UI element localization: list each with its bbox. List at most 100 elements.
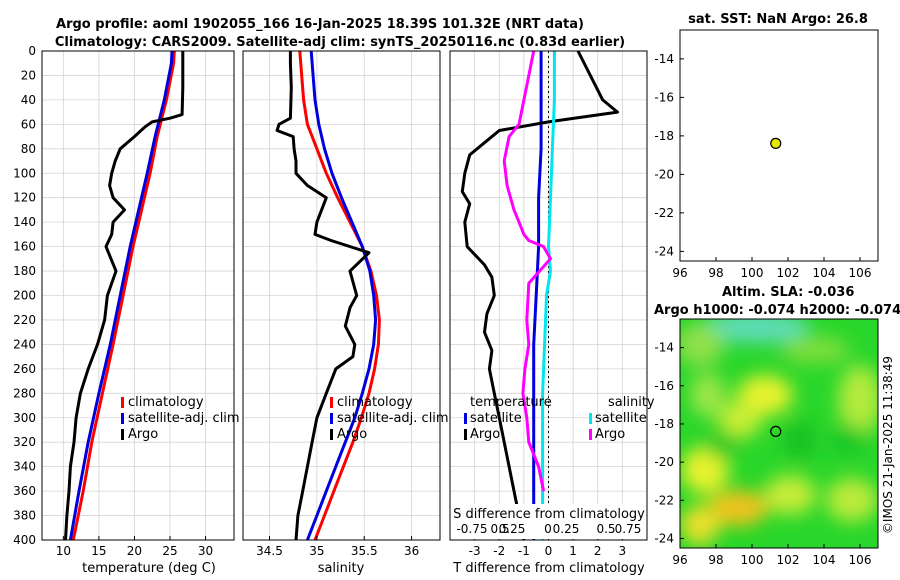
legend-label-t-argo: Argo bbox=[470, 427, 500, 442]
legend-label-climatology: climatology bbox=[128, 395, 204, 410]
map-x-tick-label: 102 bbox=[777, 266, 800, 280]
legend-label-satellite: satellite-adj. clim bbox=[128, 411, 240, 426]
y-tick-label: 100 bbox=[13, 166, 36, 180]
s-tick-label: 0.75 bbox=[615, 522, 642, 536]
temperature-grid bbox=[42, 50, 234, 541]
argo-position-marker bbox=[770, 425, 782, 438]
x-tick-label: 25 bbox=[162, 544, 177, 558]
y-tick-label: 280 bbox=[13, 386, 36, 400]
legend-label-s-satellite: satellite bbox=[595, 411, 647, 426]
x-tick-label: 0 bbox=[545, 544, 553, 558]
difference-legend: temperature salinity satellite Argo sate… bbox=[464, 395, 655, 442]
sla-map-title: Altim. SLA: -0.036 bbox=[722, 285, 854, 300]
salinity-lines bbox=[275, 50, 381, 541]
temperature-axes-box bbox=[41, 50, 235, 541]
map-x-tick-label: 96 bbox=[672, 266, 687, 280]
x-tick-label: 30 bbox=[198, 544, 213, 558]
difference-panel: -3 -2 -1 0 1 2 3 T difference from climatology… bbox=[449, 50, 655, 576]
x-tick-label: 35 bbox=[309, 544, 324, 558]
map-y-tick-label: -20 bbox=[654, 455, 674, 469]
legend-label-climatology: climatology bbox=[337, 395, 413, 410]
series-line-t-argo bbox=[460, 50, 619, 541]
map-x-tick-label: 100 bbox=[741, 266, 764, 280]
s-tick-label: 0.5 bbox=[596, 522, 615, 536]
series-line-satellite-adj-clim bbox=[68, 50, 174, 541]
legend-label-satellite: satellite-adj. clim bbox=[337, 411, 449, 426]
legend-swatch-s-satellite bbox=[589, 413, 592, 424]
salinity-xlabel: salinity bbox=[318, 561, 365, 576]
temperature-legend: climatology satellite-adj. clim Argo bbox=[121, 395, 240, 442]
y-tick-label: 120 bbox=[13, 191, 36, 205]
sst-map-ticks: 96 98 100 102 104 106 -14 -16 -18 -20 -22 -24 bbox=[654, 52, 871, 280]
map-y-tick-label: -22 bbox=[654, 206, 674, 220]
legend-swatch-climatology bbox=[121, 397, 124, 408]
sst-map-marks bbox=[770, 137, 782, 149]
difference-grid bbox=[450, 50, 647, 541]
difference-ticks: -3 -2 -1 0 1 2 3 bbox=[469, 536, 627, 558]
map-y-tick-label: -18 bbox=[654, 417, 674, 431]
series-line-t-satellite bbox=[532, 51, 543, 540]
salinity-axes-box bbox=[242, 50, 441, 541]
x-tick-label: 3 bbox=[619, 544, 627, 558]
y-tick-label: 60 bbox=[21, 117, 36, 131]
map-y-tick-label: -18 bbox=[654, 129, 674, 143]
x-tick-label: 36 bbox=[404, 544, 419, 558]
map-y-tick-label: -16 bbox=[654, 379, 674, 393]
y-tick-label: 260 bbox=[13, 362, 36, 376]
salinity-legend: climatology satellite-adj. clim Argo bbox=[330, 395, 449, 442]
y-tick-label: 160 bbox=[13, 240, 36, 254]
legend-swatch-satellite bbox=[121, 413, 124, 424]
s-tick-label: -0.75 bbox=[456, 522, 487, 536]
series-line-satellite-adj-clim bbox=[306, 50, 378, 541]
legend-label-argo: Argo bbox=[337, 427, 367, 442]
map-y-tick-label: -14 bbox=[654, 52, 674, 66]
map-y-tick-label: -24 bbox=[654, 531, 674, 545]
sla-map-axes-box bbox=[679, 318, 879, 549]
series-line-s-argo bbox=[502, 50, 552, 492]
map-x-tick-label: 98 bbox=[708, 553, 723, 567]
y-tick-label: 180 bbox=[13, 264, 36, 278]
legend-swatch-satellite bbox=[330, 413, 333, 424]
y-tick-label: 240 bbox=[13, 337, 36, 351]
map-y-tick-label: -24 bbox=[654, 244, 674, 258]
s-difference-ticks: -0.75 0.50.25 0 0.25 0.5 0.75 bbox=[456, 522, 641, 536]
series-line-climatology bbox=[298, 50, 381, 541]
legend-label-t-satellite: satellite bbox=[470, 411, 522, 426]
s-tick-label: 0.25 bbox=[553, 522, 580, 536]
map-x-tick-label: 104 bbox=[813, 553, 836, 567]
sst-map-title: sat. SST: NaN Argo: 26.8 bbox=[688, 12, 868, 27]
map-y-tick-label: -14 bbox=[654, 341, 674, 355]
argo-position-marker bbox=[770, 137, 782, 149]
y-tick-label: 0 bbox=[28, 44, 36, 58]
legend-swatch-s-argo bbox=[589, 429, 592, 440]
x-tick-label: -2 bbox=[493, 544, 505, 558]
sla-heatmap bbox=[680, 319, 878, 548]
sla-heatmap-blobs bbox=[680, 319, 878, 545]
map-y-tick-label: -20 bbox=[654, 167, 674, 181]
temperature-xlabel: temperature (deg C) bbox=[82, 561, 216, 576]
x-tick-label: 2 bbox=[594, 544, 602, 558]
legend-title-temperature: temperature bbox=[470, 395, 552, 410]
map-x-tick-label: 106 bbox=[849, 553, 872, 567]
salinity-grid bbox=[243, 50, 440, 541]
s-tick-label: 0 bbox=[544, 522, 552, 536]
legend-title-salinity: salinity bbox=[608, 395, 655, 410]
y-tick-label: 300 bbox=[13, 411, 36, 425]
map-x-tick-label: 100 bbox=[741, 553, 764, 567]
sst-map-panel: 96 98 100 102 104 106 -14 -16 -18 -20 -22 -24 bbox=[654, 29, 879, 280]
sla-map-panel: 96 98 100 102 104 106 -14 -16 -18 -20 -22 -24 bbox=[654, 318, 879, 567]
x-tick-label: 10 bbox=[56, 544, 71, 558]
x-tick-label: 1 bbox=[569, 544, 577, 558]
sla-map-subtitle: Argo h1000: -0.074 h2000: -0.074 bbox=[654, 303, 900, 318]
difference-xlabel: T difference from climatology bbox=[452, 561, 645, 576]
salinity-ticks: 34.5 35 35.5 36 bbox=[256, 536, 419, 558]
series-line-climatology bbox=[71, 50, 176, 541]
map-x-tick-label: 102 bbox=[777, 553, 800, 567]
x-tick-label: -1 bbox=[518, 544, 530, 558]
temperature-panel: 10 15 20 25 30020406080100120140160180200220… bbox=[13, 44, 240, 576]
sla-map-ticks: 96 98 100 102 104 106 -14 -16 -18 -20 -22 -24 bbox=[654, 341, 871, 567]
map-y-tick-label: -22 bbox=[654, 493, 674, 507]
credit-text: ©IMOS 21-Jan-2025 11:38:49 bbox=[881, 356, 895, 534]
s-tick-label: 0.5 bbox=[490, 522, 509, 536]
